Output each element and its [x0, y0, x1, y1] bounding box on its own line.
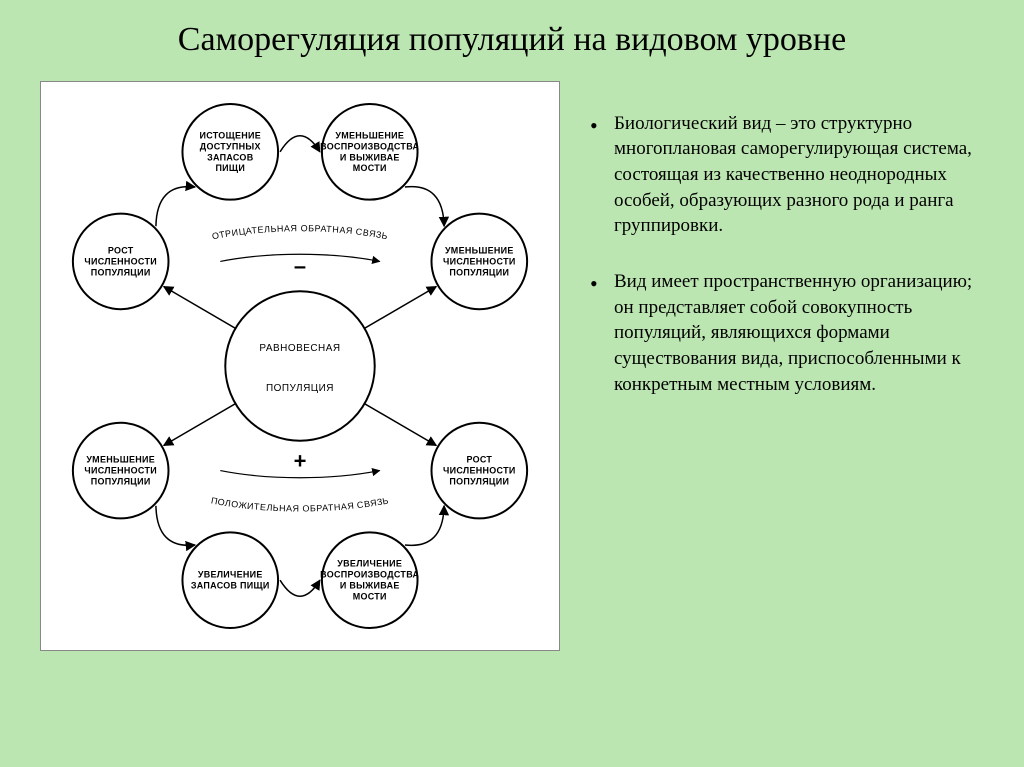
diagram-svg: РАВНОВЕСНАЯ ПОПУЛЯЦИЯ ОТРИЦАТЕЛЬНАЯ ОБРАТ…: [41, 82, 559, 650]
svg-text:ВОСПРОИЗВОДСТВА: ВОСПРОИЗВОДСТВА: [320, 141, 419, 151]
svg-text:ЗАПАСОВ: ЗАПАСОВ: [207, 152, 254, 162]
bullet-list: Биологический вид – это структурно много…: [590, 81, 984, 688]
svg-text:ИСТОЩЕНИЕ: ИСТОЩЕНИЕ: [199, 130, 261, 140]
center-node: РАВНОВЕСНАЯ ПОПУЛЯЦИЯ: [225, 291, 374, 440]
svg-text:ПОПУЛЯЦИИ: ПОПУЛЯЦИИ: [91, 476, 151, 486]
svg-text:РОСТ: РОСТ: [108, 245, 134, 255]
diagram-panel: РАВНОВЕСНАЯ ПОПУЛЯЦИЯ ОТРИЦАТЕЛЬНАЯ ОБРАТ…: [40, 81, 560, 651]
svg-text:ПОПУЛЯЦИЯ: ПОПУЛЯЦИЯ: [266, 383, 334, 394]
slide-content: РАВНОВЕСНАЯ ПОПУЛЯЦИЯ ОТРИЦАТЕЛЬНАЯ ОБРАТ…: [40, 81, 984, 688]
svg-text:ВОСПРОИЗВОДСТВА: ВОСПРОИЗВОДСТВА: [320, 569, 419, 579]
svg-text:ПОПУЛЯЦИИ: ПОПУЛЯЦИИ: [449, 267, 509, 277]
svg-text:ЧИСЛЕННОСТИ: ЧИСЛЕННОСТИ: [84, 256, 157, 266]
svg-text:ДОСТУПНЫХ: ДОСТУПНЫХ: [200, 141, 261, 151]
svg-text:ЧИСЛЕННОСТИ: ЧИСЛЕННОСТИ: [84, 465, 157, 475]
svg-text:УМЕНЬШЕНИЕ: УМЕНЬШЕНИЕ: [86, 454, 155, 464]
svg-text:МОСТИ: МОСТИ: [353, 163, 387, 173]
bullet-item: Биологический вид – это структурно много…: [590, 111, 984, 239]
svg-text:ОТРИЦАТЕЛЬНАЯ ОБРАТНАЯ СВЯЗЬ: ОТРИЦАТЕЛЬНАЯ ОБРАТНАЯ СВЯЗЬ: [211, 223, 389, 241]
svg-text:УВЕЛИЧЕНИЕ: УВЕЛИЧЕНИЕ: [198, 569, 263, 579]
svg-text:–: –: [294, 253, 306, 278]
svg-text:УМЕНЬШЕНИЕ: УМЕНЬШЕНИЕ: [335, 130, 404, 140]
svg-text:ПОЛОЖИТЕЛЬНАЯ ОБРАТНАЯ СВЯЗЬ: ПОЛОЖИТЕЛЬНАЯ ОБРАТНАЯ СВЯЗЬ: [210, 495, 389, 513]
svg-text:И ВЫЖИВАЕ: И ВЫЖИВАЕ: [340, 580, 400, 590]
svg-text:ПОПУЛЯЦИИ: ПОПУЛЯЦИИ: [91, 267, 151, 277]
svg-text:ЧИСЛЕННОСТИ: ЧИСЛЕННОСТИ: [443, 465, 516, 475]
svg-text:УМЕНЬШЕНИЕ: УМЕНЬШЕНИЕ: [445, 245, 514, 255]
svg-text:РОСТ: РОСТ: [466, 454, 492, 464]
svg-text:ПОПУЛЯЦИИ: ПОПУЛЯЦИИ: [449, 476, 509, 486]
svg-text:РАВНОВЕСНАЯ: РАВНОВЕСНАЯ: [259, 343, 340, 354]
svg-text:МОСТИ: МОСТИ: [353, 591, 387, 601]
svg-text:УВЕЛИЧЕНИЕ: УВЕЛИЧЕНИЕ: [337, 559, 402, 569]
slide: Саморегуляция популяций на видовом уровн…: [0, 0, 1024, 767]
svg-text:И ВЫЖИВАЕ: И ВЫЖИВАЕ: [340, 152, 400, 162]
svg-text:+: +: [294, 448, 307, 473]
svg-text:ПИЩИ: ПИЩИ: [215, 163, 245, 173]
svg-text:ЗАПАСОВ ПИЩИ: ЗАПАСОВ ПИЩИ: [191, 580, 270, 590]
slide-title: Саморегуляция популяций на видовом уровн…: [40, 20, 984, 61]
bullet-item: Вид имеет пространственную организацию; …: [590, 269, 984, 397]
svg-text:ЧИСЛЕННОСТИ: ЧИСЛЕННОСТИ: [443, 256, 516, 266]
